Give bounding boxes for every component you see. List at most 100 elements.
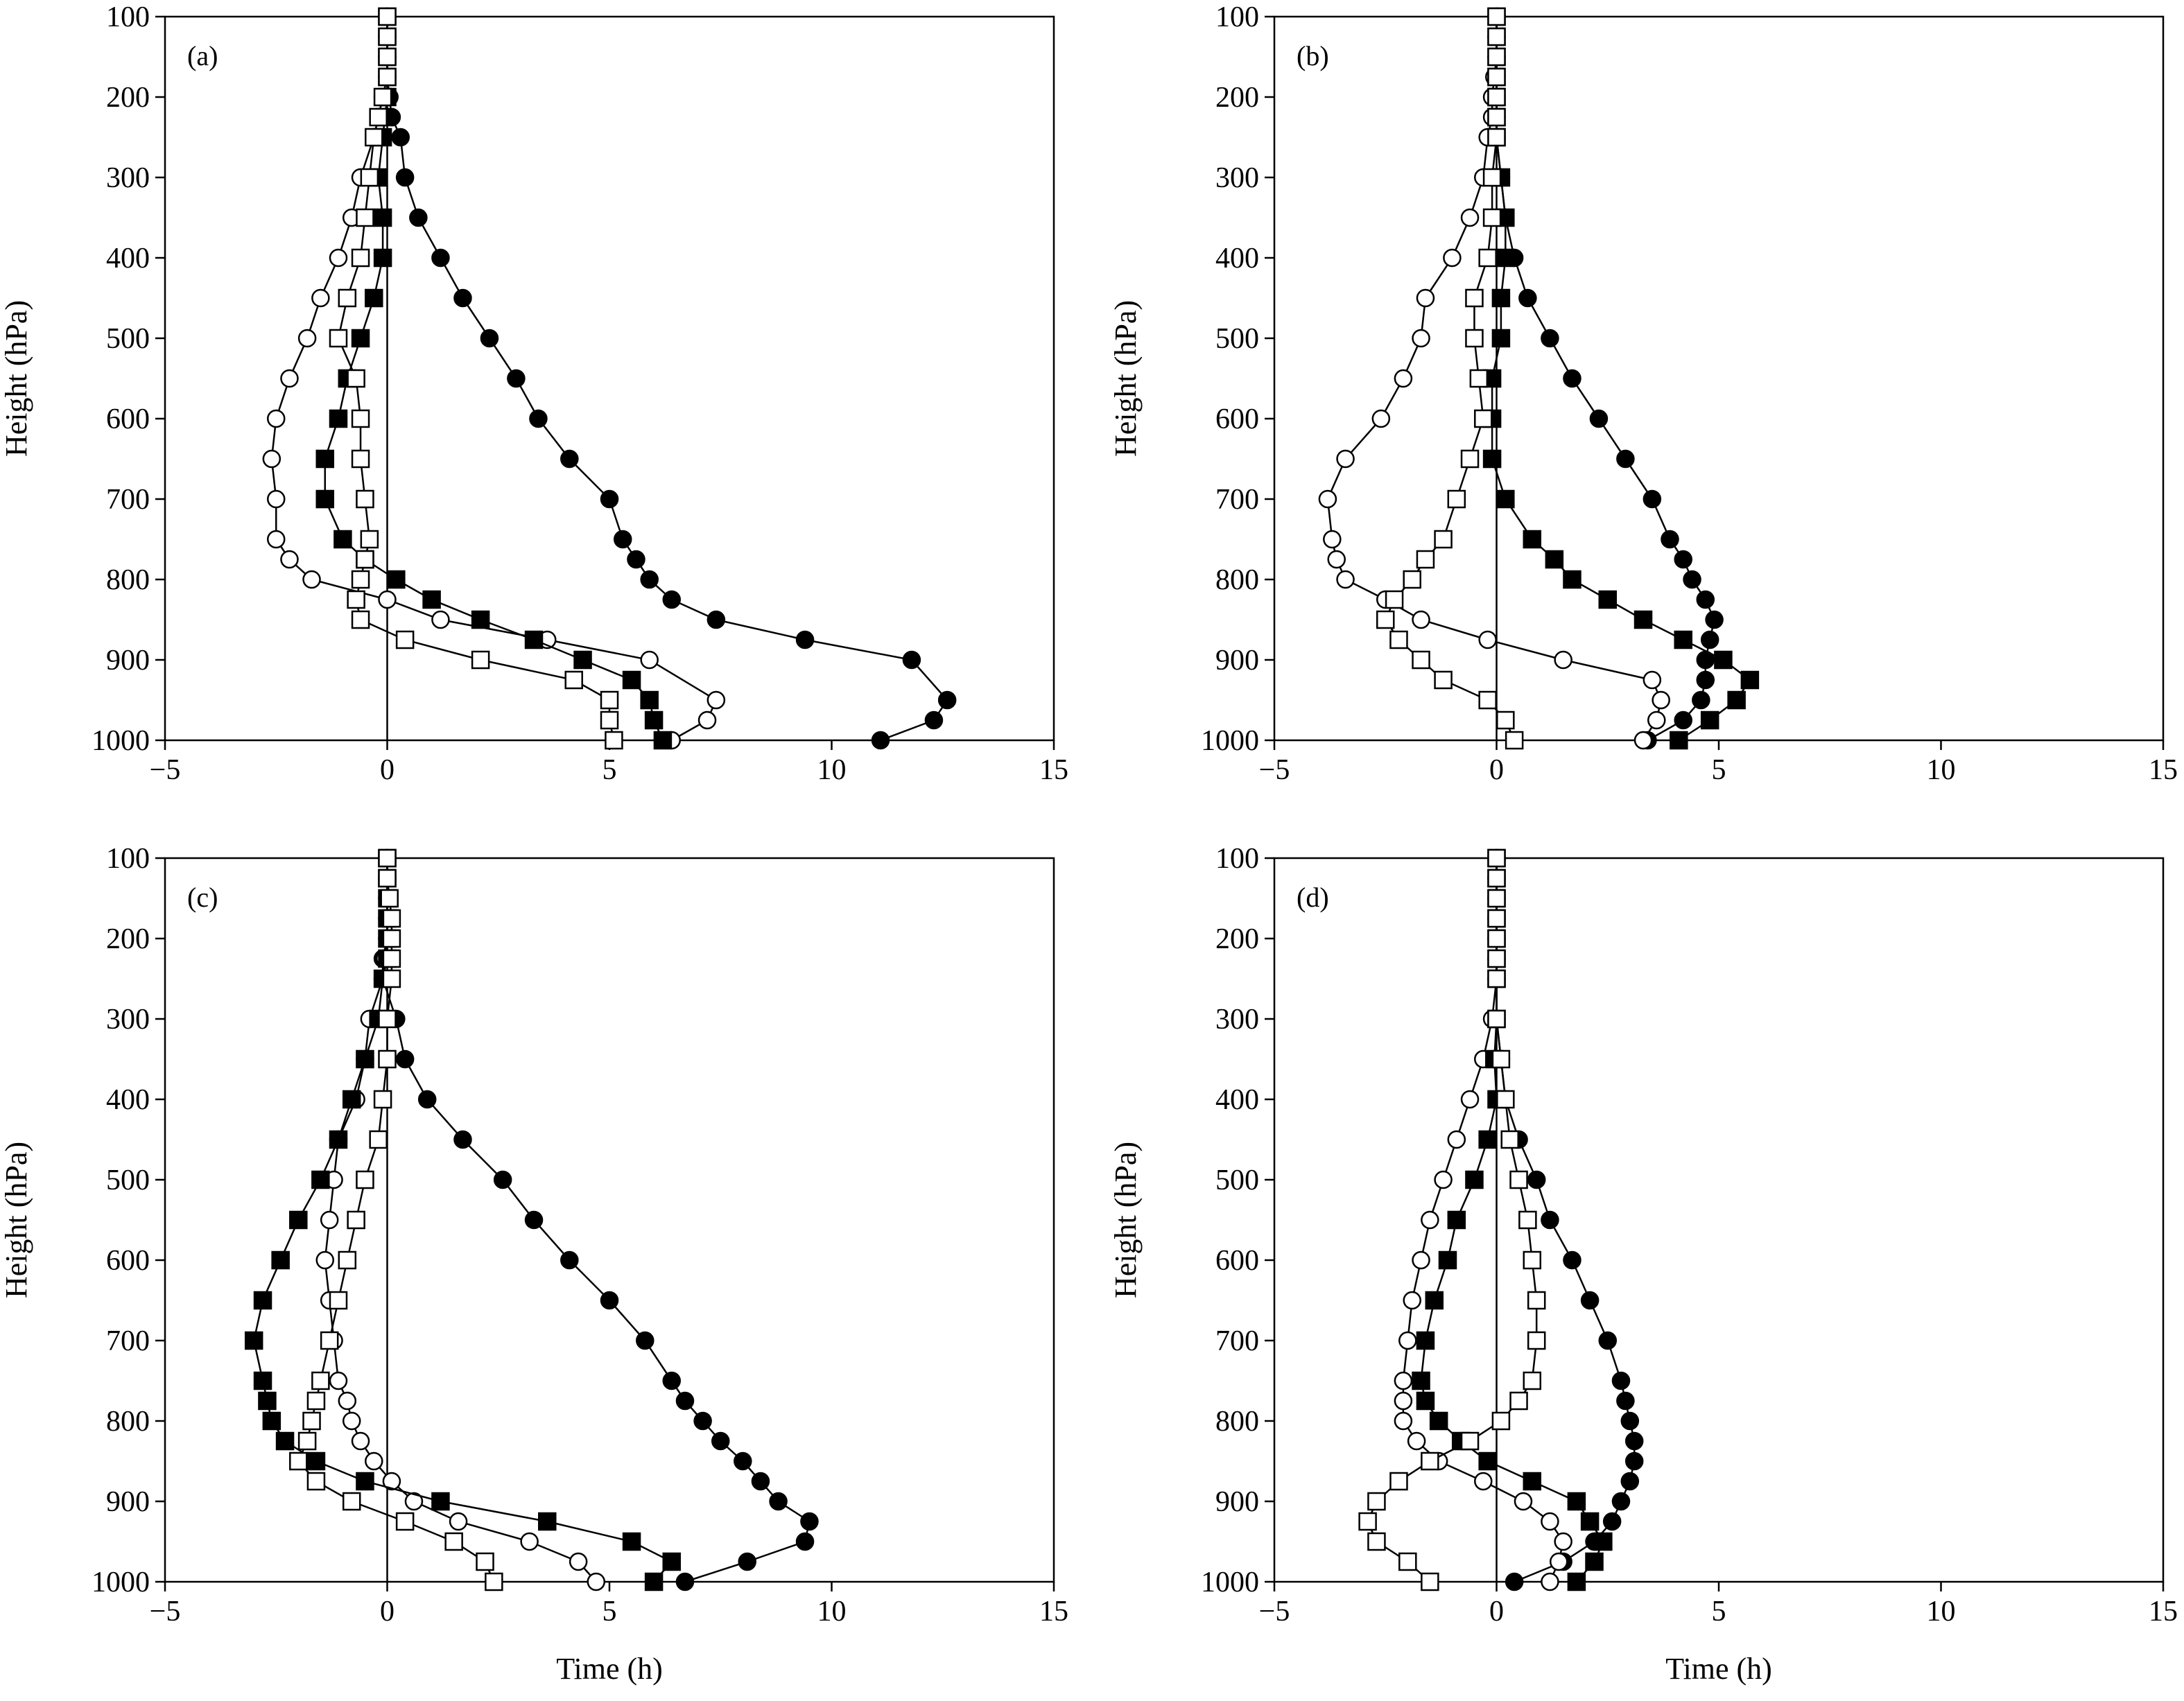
data-point-marker (1523, 1371, 1542, 1390)
data-point-marker (404, 1492, 424, 1511)
data-point-marker (1705, 610, 1724, 629)
data-point-marker (707, 690, 726, 710)
y-tick-label: 600 (106, 403, 150, 435)
data-point-marker (1523, 1250, 1542, 1270)
x-tick-label: 5 (603, 1596, 617, 1628)
data-point-marker (1616, 1391, 1635, 1411)
data-point-marker (1460, 449, 1480, 469)
data-point-marker (387, 570, 406, 589)
data-point-marker (342, 1411, 361, 1431)
x-tick-label: 0 (1489, 754, 1504, 786)
data-point-marker (244, 1331, 263, 1350)
data-point-marker (360, 530, 379, 549)
data-point-marker (356, 489, 374, 509)
data-point-marker (1518, 288, 1537, 308)
y-tick-label: 500 (106, 323, 150, 355)
data-point-marker (1447, 489, 1466, 509)
data-point-marker (1683, 570, 1701, 589)
y-tick-label: 800 (1215, 564, 1259, 596)
data-point-marker (1509, 1170, 1528, 1189)
data-point-marker (1624, 1431, 1644, 1451)
data-point-marker (1700, 710, 1719, 730)
data-point-marker (271, 1250, 290, 1270)
y-tick-label: 900 (106, 645, 150, 677)
data-point-marker (289, 1210, 308, 1230)
data-point-marker (560, 1250, 579, 1270)
data-point-marker (1696, 670, 1715, 690)
data-point-marker (1505, 731, 1524, 750)
data-point-marker (1465, 288, 1484, 308)
x-tick-label: 15 (1039, 754, 1068, 786)
data-point-marker (373, 208, 392, 227)
data-point-marker (1487, 969, 1506, 988)
data-point-marker (351, 610, 370, 629)
data-point-marker (342, 1090, 361, 1109)
data-point-marker (795, 630, 815, 649)
panel-label: (c) (187, 882, 218, 913)
data-point-marker (1541, 329, 1559, 348)
data-point-marker (431, 1492, 450, 1511)
y-axis-title: Height (hPa) (0, 300, 33, 457)
data-point-marker (297, 1431, 317, 1451)
data-point-marker (1527, 1291, 1546, 1310)
data-point-marker (622, 1532, 641, 1551)
y-tick-label: 1000 (1201, 1567, 1259, 1598)
data-point-marker (311, 1170, 330, 1189)
data-point-marker (373, 87, 392, 107)
data-point-marker (1412, 610, 1430, 629)
data-point-marker (373, 1090, 392, 1109)
data-point-marker (640, 650, 659, 670)
data-point-marker (520, 1532, 539, 1551)
data-point-marker (1394, 1391, 1413, 1411)
data-point-marker (1487, 909, 1506, 928)
data-point-marker (320, 1331, 339, 1350)
y-axis-title: Height (hPa) (1109, 300, 1143, 457)
data-point-marker (662, 1552, 681, 1571)
data-point-marker (1696, 590, 1715, 609)
y-tick-label: 400 (106, 1084, 150, 1116)
y-tick-label: 700 (1215, 1325, 1259, 1357)
data-point-marker (431, 610, 450, 629)
data-series (315, 7, 673, 750)
data-point-marker (1674, 710, 1692, 730)
data-point-marker (1487, 1009, 1506, 1029)
data-point-marker (351, 248, 370, 268)
data-point-marker (1465, 1170, 1484, 1189)
data-point-marker (1478, 630, 1497, 649)
data-point-marker (600, 710, 619, 730)
panel-label: (b) (1297, 40, 1329, 71)
data-point-marker (529, 409, 548, 428)
y-tick-label: 900 (106, 1486, 150, 1518)
data-point-marker (329, 1130, 348, 1149)
y-tick-label: 1000 (92, 1567, 150, 1598)
data-point-marker (297, 329, 317, 348)
data-point-marker (1633, 610, 1653, 629)
data-point-marker (1478, 248, 1497, 268)
data-point-marker (351, 329, 370, 348)
y-tick-label: 600 (1215, 1245, 1259, 1277)
data-point-marker (1421, 1451, 1439, 1471)
data-point-marker (356, 1170, 374, 1189)
data-point-marker (351, 570, 370, 589)
data-point-marker (347, 590, 365, 609)
data-point-marker (1611, 1492, 1631, 1511)
data-point-marker (1336, 570, 1355, 589)
data-point-marker (1611, 1371, 1631, 1390)
y-tick-label: 700 (106, 484, 150, 516)
data-point-marker (356, 550, 374, 569)
data-point-marker (640, 570, 659, 589)
chart-panel: −5 0 5 10 15 100 200 300 400 500 600 700 800 900 1000 H… (0, 1, 1068, 786)
data-point-marker (1643, 670, 1662, 690)
data-point-marker (569, 1552, 588, 1571)
data-point-marker (338, 1250, 357, 1270)
y-tick-label: 900 (1215, 645, 1259, 677)
data-point-marker (1496, 489, 1515, 509)
data-point-marker (1487, 87, 1506, 107)
data-point-marker (1509, 1391, 1528, 1411)
y-tick-label: 800 (106, 1406, 150, 1438)
data-point-marker (356, 1472, 374, 1491)
data-point-marker (1487, 107, 1506, 127)
data-point-marker (306, 1451, 326, 1471)
x-tick-label: 0 (380, 1596, 395, 1628)
x-tick-label: 10 (817, 1596, 847, 1628)
